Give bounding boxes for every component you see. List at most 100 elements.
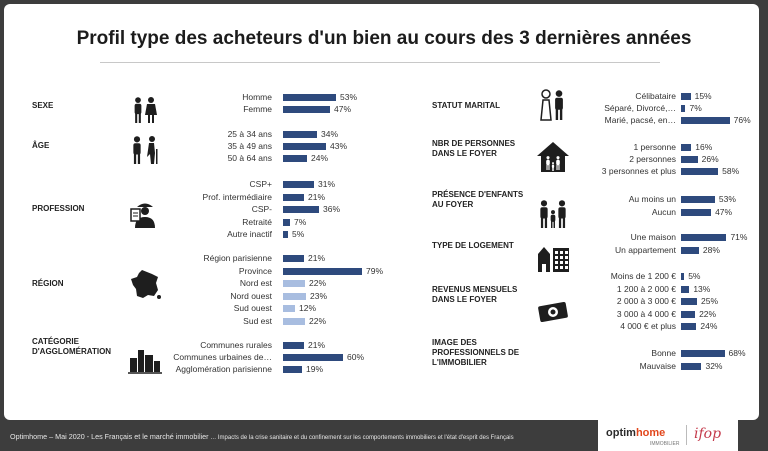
tick-label: Sud ouest	[233, 303, 272, 313]
bar	[283, 218, 290, 226]
bar	[283, 106, 330, 113]
group-label-type-de-logement: TYPE DE LOGEMENT	[432, 241, 514, 250]
bar	[681, 234, 727, 241]
bar	[681, 298, 697, 305]
bar	[283, 206, 319, 213]
tick-label: Communes rurales	[200, 340, 272, 350]
bar	[283, 143, 326, 150]
tick-label: Aucun	[651, 206, 676, 217]
slide-title: Profil type des acheteurs d'un bien au c…	[76, 28, 692, 49]
data-label: 26%	[701, 154, 719, 164]
bar	[283, 292, 306, 300]
data-label: 24%	[311, 153, 329, 163]
worker-icon	[128, 197, 162, 236]
bar	[681, 144, 692, 151]
bar	[283, 131, 317, 138]
tick-label: Séparé, Divorcé,…	[604, 103, 676, 113]
data-label: 36%	[323, 204, 341, 214]
house-family-icon	[536, 140, 570, 179]
tick-label: Au moins un	[628, 194, 676, 204]
optimhome-logo: optimhome	[606, 427, 666, 439]
tick-label: Bonne	[651, 348, 676, 358]
bar	[681, 196, 715, 203]
tick-label: 2 personnes	[629, 154, 676, 164]
data-label: 7%	[294, 216, 307, 227]
bar	[283, 317, 305, 325]
group-label-revenus-mensuels-dans-le-foyer: REVENUS MENSUELS DANS LE FOYER	[432, 285, 518, 304]
group-label-profession: PROFESSION	[32, 204, 85, 213]
footer-small-text: … Impacts de la crise sanitaire et du co…	[208, 435, 514, 441]
bar	[681, 117, 730, 124]
group-label-age: ÂGE	[32, 141, 50, 150]
data-label: 60%	[347, 352, 365, 362]
tick-label: 25 à 34 ans	[227, 129, 272, 139]
bar	[283, 305, 295, 312]
data-label: 34%	[321, 129, 339, 139]
bar	[681, 323, 697, 330]
tick-label: Femme	[243, 104, 272, 114]
data-label: 5%	[688, 271, 701, 281]
data-label: 25%	[701, 296, 719, 306]
tick-label: Communes urbaines de…	[173, 352, 272, 362]
tick-label: Prof. intermédiaire	[202, 191, 272, 202]
footer-text: Optimhome – Mai 2020 - Les Français et l…	[10, 432, 514, 441]
group-label-presence-d-enfants-au-foyer: PRÉSENCE D'ENFANTS AU FOYER	[432, 190, 524, 209]
tick-label: Autre inactif	[227, 229, 272, 239]
bar	[283, 94, 336, 101]
data-label: 15%	[694, 91, 712, 101]
group-label-image-des-professionnels-de-l-immobilier: IMAGE DES PROFESSIONNELS DE L'IMMOBILIER	[432, 338, 520, 367]
data-label: 13%	[693, 283, 711, 294]
bar	[681, 362, 702, 370]
data-label: 21%	[308, 191, 326, 202]
tick-label: 35 à 49 ans	[227, 141, 272, 151]
tick-label: Mauvaise	[639, 360, 676, 371]
tick-label: Une maison	[630, 232, 676, 242]
bar	[681, 105, 686, 112]
bar	[681, 93, 691, 100]
tick-label: Province	[238, 265, 272, 276]
tick-label: Homme	[242, 92, 272, 102]
city-icon	[128, 342, 162, 381]
bar	[681, 246, 699, 254]
bar	[283, 255, 304, 262]
tick-label: Nord ouest	[230, 290, 272, 301]
family-icon	[536, 196, 570, 235]
group-label-sexe: SEXE	[32, 101, 54, 110]
bar	[681, 208, 712, 216]
bar	[681, 350, 725, 357]
data-label: 19%	[306, 364, 324, 374]
data-label: 68%	[728, 348, 746, 358]
slide-panel	[4, 4, 759, 420]
footer-logos: optimhome IMMOBILIER ifop	[598, 420, 738, 451]
tick-label: Marié, pacsé, en…	[604, 115, 676, 125]
tick-label: Région parisienne	[203, 253, 272, 263]
bar	[283, 354, 343, 361]
data-label: 23%	[310, 290, 328, 301]
bar	[681, 310, 696, 318]
data-label: 58%	[722, 166, 740, 176]
data-label: 21%	[308, 340, 326, 350]
couple-icon	[128, 93, 162, 132]
data-label: 76%	[733, 115, 751, 125]
bar	[283, 181, 314, 188]
data-label: 5%	[292, 229, 305, 239]
data-label: 28%	[702, 244, 720, 255]
group-label-statut-marital: STATUT MARITAL	[432, 101, 500, 110]
tick-label: 4 000 € et plus	[620, 321, 676, 331]
data-label: 47%	[715, 206, 733, 217]
data-label: 32%	[705, 360, 723, 371]
tick-label: 1 200 à 2 000 €	[616, 283, 676, 294]
tick-label: 50 à 64 ans	[227, 153, 272, 163]
data-label: 79%	[366, 265, 384, 276]
bar	[681, 168, 719, 175]
tick-label: Agglomération parisienne	[175, 364, 272, 374]
data-label: 22%	[309, 278, 327, 288]
bar	[681, 285, 690, 293]
data-label: 22%	[699, 308, 717, 319]
data-label: 71%	[730, 232, 748, 242]
optimhome-logo-sub: IMMOBILIER	[650, 441, 680, 447]
data-label: 43%	[330, 141, 348, 151]
tick-label: 3 personnes et plus	[601, 166, 676, 176]
tick-label: 1 personne	[633, 142, 676, 152]
tick-label: CSP+	[249, 179, 272, 189]
